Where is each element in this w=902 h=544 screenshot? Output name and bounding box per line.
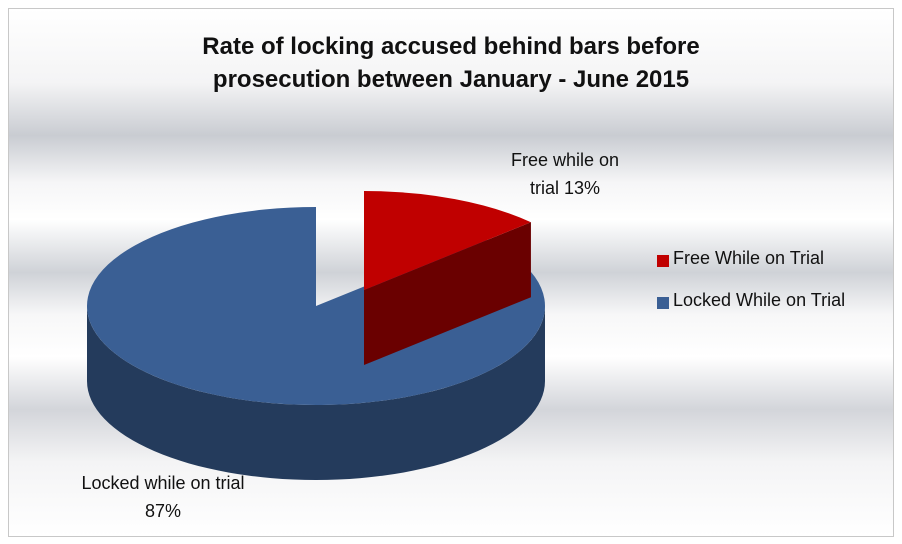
- slice: [364, 191, 531, 290]
- data-label: Free while on trial 13%: [510, 150, 620, 198]
- slice-side: [87, 306, 545, 480]
- chart-title: Rate of locking accused behind bars befo…: [202, 33, 700, 93]
- legend-label: Free While on Trial: [673, 248, 825, 268]
- legend-swatch: [657, 297, 669, 309]
- slice-face: [364, 222, 531, 365]
- data-label: Locked while on trial 87%: [81, 473, 245, 521]
- legend-swatch: [657, 255, 669, 267]
- slice: [86, 207, 545, 405]
- legend-label: Locked While on Trial: [673, 290, 846, 310]
